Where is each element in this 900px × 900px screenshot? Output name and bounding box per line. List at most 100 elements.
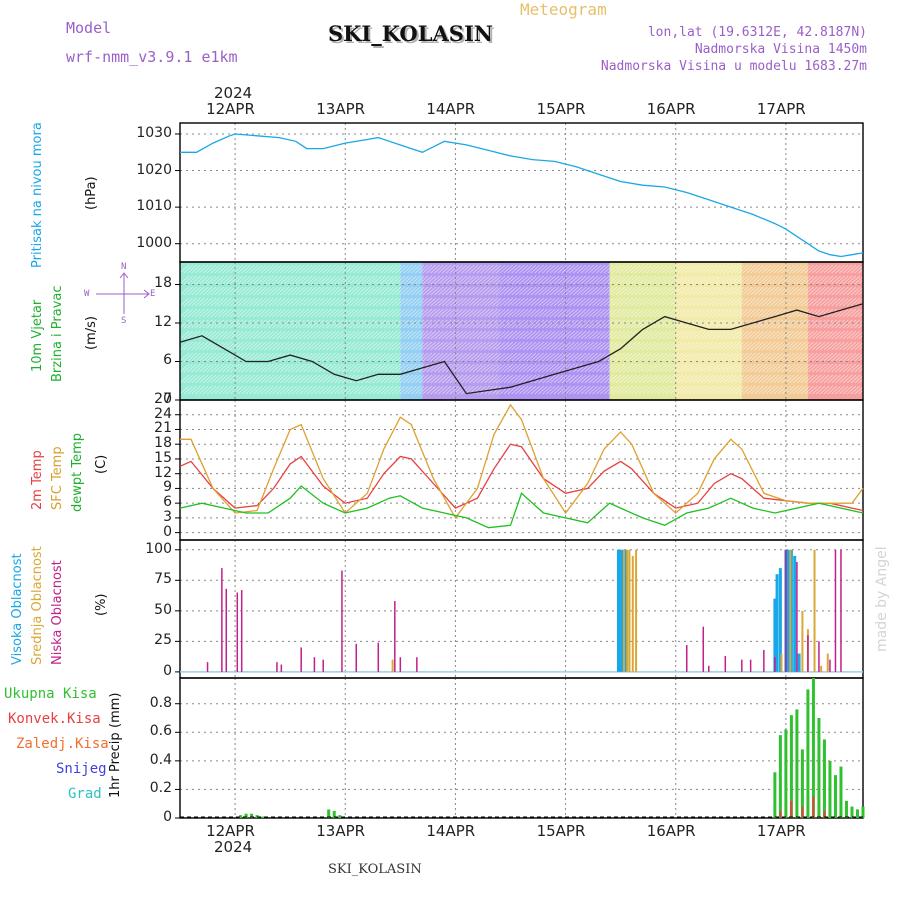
wind-barb: [796, 385, 807, 395]
wind-barb: [599, 297, 610, 307]
wind-barb: [626, 264, 637, 274]
wind-barb: [449, 275, 460, 285]
wind-barb: [538, 385, 548, 395]
wind-barb: [330, 319, 340, 329]
wind-barb: [661, 297, 672, 307]
wind-barb: [596, 264, 606, 274]
wind-barb: [615, 275, 625, 285]
wind-barb: [226, 330, 236, 340]
wind-barb: [615, 330, 625, 340]
wind-barb: [758, 264, 768, 274]
wind-barb: [445, 319, 456, 329]
wind-barb: [322, 352, 332, 362]
wind-barb: [546, 275, 556, 285]
wind-barb: [472, 352, 483, 362]
wind-barb: [750, 374, 760, 384]
wind-barb: [626, 319, 637, 329]
wind-barb: [407, 297, 417, 307]
mid-cloud-bar: [801, 610, 804, 672]
wind-barb: [222, 286, 232, 296]
wind-barb: [384, 330, 394, 340]
wind-barb: [769, 330, 780, 340]
wind-barb: [680, 341, 691, 351]
wind-barb: [322, 374, 332, 384]
wind-barb: [646, 352, 656, 362]
wind-barb: [345, 352, 356, 362]
wind-barb: [357, 275, 367, 285]
wind-barb: [360, 275, 371, 285]
wind-barb: [465, 385, 475, 395]
wind-barb: [206, 275, 217, 285]
wind-barb: [457, 297, 467, 307]
wind-barb: [642, 374, 652, 384]
wind-barb: [842, 308, 853, 318]
wind-barb: [657, 275, 668, 285]
wind-barb: [287, 297, 298, 307]
wind-barb: [707, 297, 718, 307]
wind-barb: [430, 341, 440, 351]
wind-barb: [283, 275, 294, 285]
wind-barb: [731, 264, 741, 274]
wind-barb: [357, 286, 367, 296]
wind-barb: [214, 352, 224, 362]
total-rain-bar: [773, 772, 777, 818]
wind-barb: [480, 363, 491, 373]
wind-barb: [758, 341, 768, 351]
wind-barb: [842, 264, 853, 274]
wind-barb: [746, 264, 757, 274]
wind-barb: [669, 352, 679, 362]
wind-barb: [854, 330, 865, 340]
wind-barb: [534, 297, 544, 307]
wind-barb: [372, 308, 383, 318]
wind-barb: [657, 264, 668, 274]
wind-barb: [653, 341, 664, 351]
wind-barb: [661, 264, 672, 274]
high-cloud-bar: [778, 568, 782, 672]
wind-barb: [711, 385, 722, 395]
wind-barb: [291, 341, 302, 351]
wind-barb: [715, 341, 726, 351]
wind-barb: [839, 286, 849, 296]
wind-barb: [758, 385, 768, 395]
wind-barb: [804, 308, 814, 318]
wind-barb: [742, 308, 753, 318]
wind-barb: [295, 341, 305, 351]
wind-barb: [499, 264, 510, 274]
wind-barb: [561, 330, 571, 340]
wind-barb: [299, 363, 309, 373]
wind-barb: [611, 275, 622, 285]
wind-barb: [592, 363, 602, 373]
wind-barb: [661, 330, 672, 340]
wind-barb: [226, 297, 236, 307]
wind-barb: [283, 308, 294, 318]
wind-barb: [515, 319, 525, 329]
low-cloud-bar: [276, 662, 278, 672]
wind-barb: [249, 341, 259, 351]
wind-barb: [700, 275, 710, 285]
wind-barb: [669, 319, 679, 329]
wind-barb: [758, 308, 768, 318]
compass-n-label: N: [121, 262, 127, 272]
mid-cloud-bar: [789, 549, 792, 672]
wind-barb: [295, 363, 305, 373]
wind-barb: [580, 330, 591, 340]
compass-e-label: E: [150, 289, 156, 299]
wind-barb: [592, 330, 602, 340]
wind-barb: [723, 286, 733, 296]
wind-barb: [276, 341, 286, 351]
wind-barb: [434, 264, 444, 274]
wind-barb: [249, 308, 259, 318]
wind-barb: [199, 297, 209, 307]
wind-barb: [862, 275, 872, 285]
wind-barb: [310, 319, 321, 329]
wind-barb: [226, 264, 236, 274]
wind-barb: [291, 374, 302, 384]
wind-barb: [507, 341, 517, 351]
wind-barb: [580, 297, 591, 307]
wind-barb: [819, 352, 830, 362]
wind-barb: [653, 264, 664, 274]
wind-barb: [553, 297, 564, 307]
wind-barb: [634, 330, 645, 340]
wind-barb: [237, 308, 248, 318]
